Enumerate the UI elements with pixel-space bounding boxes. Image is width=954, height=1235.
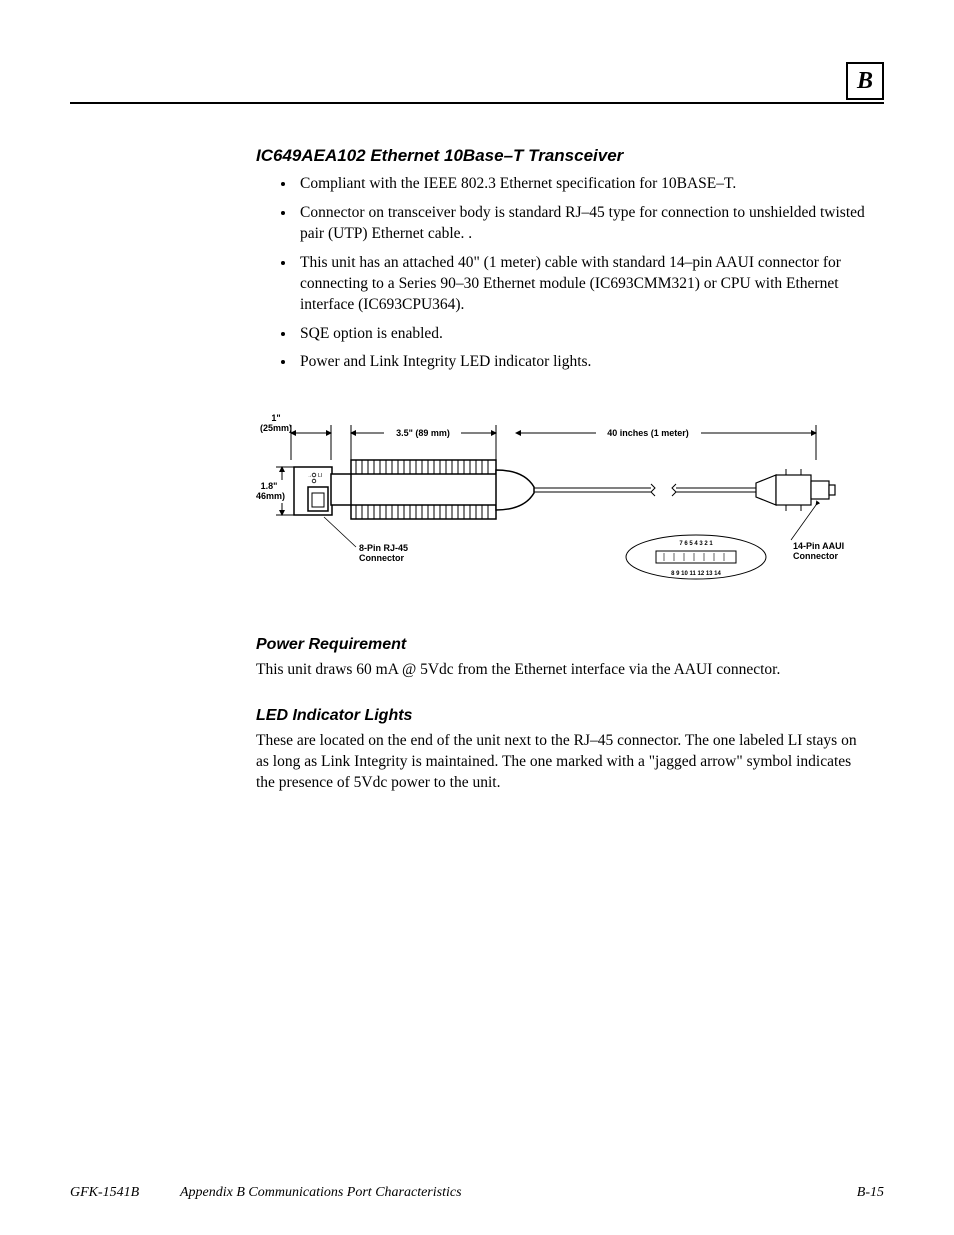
pins-top: 7 6 5 4 3 2 1 (679, 541, 713, 547)
document-page: B IC649AEA102 Ethernet 10Base–T Transcei… (0, 0, 954, 1235)
heading-power: Power Requirement (256, 636, 866, 654)
dim-1p8in: 1.8" (261, 481, 278, 491)
footer-left: GFK-1541B (70, 1185, 139, 1201)
dim-46mm: (46mm) (256, 491, 285, 501)
dim-1in: 1" (271, 413, 280, 423)
footer-mid: Appendix B Communications Port Character… (180, 1185, 462, 1201)
body-top (351, 460, 496, 474)
heading-led: LED Indicator Lights (256, 707, 866, 725)
label-rj45-1: 8-Pin RJ-45 (359, 543, 408, 553)
list-item: This unit has an attached 40" (1 meter) … (296, 253, 866, 316)
aaui-boot (756, 475, 776, 505)
diagram-svg: 1" (25mm) 3.5" (89 mm) 40 inches (1 mete… (256, 405, 856, 605)
dim-25mm: (25mm) (260, 423, 292, 433)
transceiver-diagram: 1" (25mm) 3.5" (89 mm) 40 inches (1 mete… (256, 405, 866, 610)
svg-text:→: → (307, 473, 312, 479)
body-bottom (351, 505, 496, 519)
label-aaui-2: Connector (793, 551, 838, 561)
list-item: Connector on transceiver body is standar… (296, 203, 866, 245)
label-aaui-1: 14-Pin AAUI (793, 541, 844, 551)
svg-text:LI: LI (318, 473, 322, 479)
label-rj45-2: Connector (359, 553, 404, 563)
content-area: IC649AEA102 Ethernet 10Base–T Transceive… (256, 146, 866, 794)
footer: GFK-1541B Appendix B Communications Port… (70, 1185, 884, 1201)
aaui-plug (811, 481, 829, 499)
section-letter: B (857, 68, 873, 95)
rj45-inner (312, 493, 324, 507)
heading-transceiver: IC649AEA102 Ethernet 10Base–T Transceive… (256, 146, 866, 166)
list-item: SQE option is enabled. (296, 324, 866, 345)
aaui-body (776, 475, 811, 505)
body-left (331, 474, 351, 505)
para-power: This unit draws 60 mA @ 5Vdc from the Et… (256, 660, 866, 681)
footer-right: B-15 (857, 1185, 884, 1201)
bullet-list: Compliant with the IEEE 802.3 Ethernet s… (256, 174, 866, 373)
para-led: These are located on the end of the unit… (256, 731, 866, 794)
dim-3p5in: 3.5" (89 mm) (396, 428, 450, 438)
strain-relief (496, 470, 534, 510)
pins-bot: 8 9 10 11 12 13 14 (671, 571, 721, 577)
list-item: Power and Link Integrity LED indicator l… (296, 352, 866, 373)
section-letter-box: B (846, 62, 884, 100)
list-item: Compliant with the IEEE 802.3 Ethernet s… (296, 174, 866, 195)
dim-40in: 40 inches (1 meter) (607, 428, 689, 438)
header-rule (70, 102, 884, 104)
